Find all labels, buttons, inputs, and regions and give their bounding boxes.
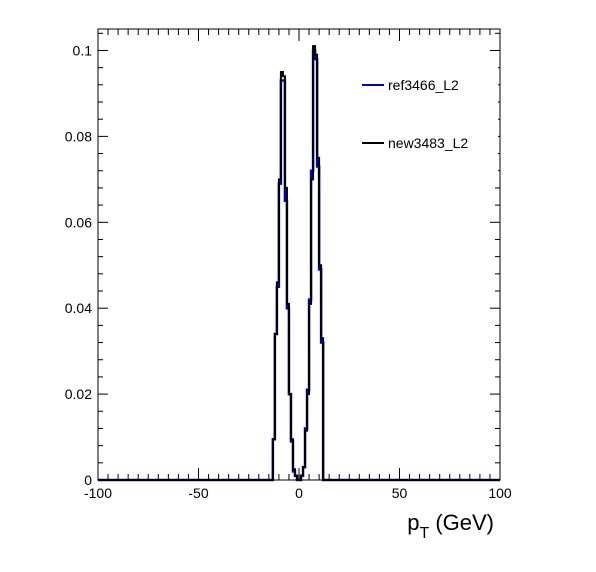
y-tick-label: 0.04 [65, 300, 92, 316]
legend-label: new3483_L2 [388, 135, 468, 151]
y-tick-label: 0.06 [65, 214, 92, 230]
x-tick-label: -100 [84, 485, 112, 501]
y-tick-label: 0.1 [73, 42, 93, 58]
x-tick-label: 100 [488, 485, 512, 501]
x-axis-label-sub: T [420, 525, 430, 542]
x-tick-label: 50 [392, 485, 408, 501]
x-axis-label: pT (GeV) [407, 510, 494, 542]
y-tick-label: 0.08 [65, 128, 92, 144]
series-layer [98, 45, 500, 482]
series-line-new3483_L2 [98, 45, 500, 481]
x-axis-label-main: p [407, 510, 419, 535]
legend: ref3466_L2 new3483_L2 [358, 60, 498, 185]
x-tick-label: -50 [188, 485, 208, 501]
x-axis-label-unit: (GeV) [435, 510, 494, 535]
y-tick-label: 0.02 [65, 386, 92, 402]
legend-box [358, 60, 498, 185]
legend-label: ref3466_L2 [388, 77, 459, 93]
y-tick-label: 0 [84, 472, 92, 488]
x-tick-label: 0 [295, 485, 303, 501]
